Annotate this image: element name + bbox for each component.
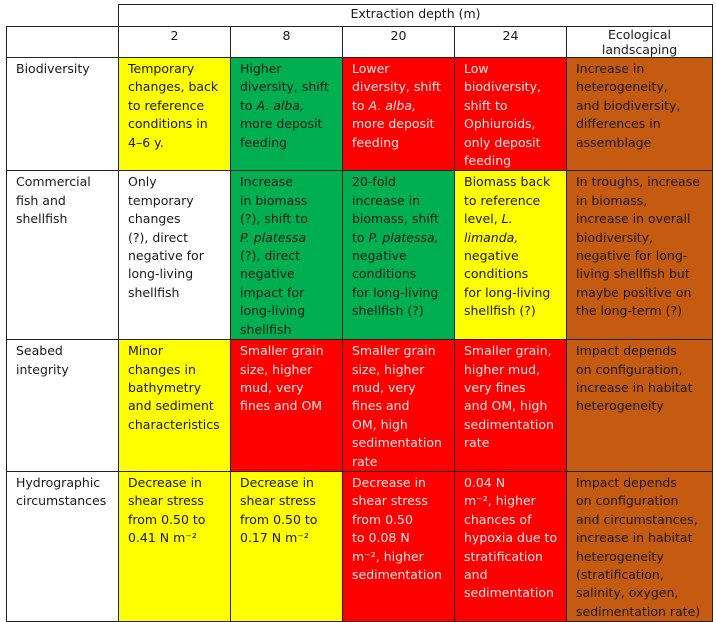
row-label: Seabed integrity	[16, 343, 69, 377]
row-label: Commercial fish and shellfish	[16, 174, 91, 227]
species-name: P. platessa	[240, 229, 307, 245]
impact-text: Smaller grain size, higher mud, very fin…	[240, 343, 324, 414]
impact-text: Biomass back to reference level, L. lima…	[464, 173, 562, 320]
impact-cell: Impact depends on configuration and circ…	[566, 470, 713, 622]
impact-text-part: Increase in biomass (?), shift to	[240, 174, 308, 227]
impact-cell: Decrease in shear stress from 0.50 to 0.…	[230, 470, 343, 622]
header-row-group: Extraction depth (m)	[6, 4, 713, 27]
impact-cell: Biomass back to reference level, L. lima…	[454, 170, 567, 341]
impact-text-part: more deposit feeding	[352, 116, 435, 150]
impact-text: Increase in biomass (?), shift to P. pla…	[240, 173, 338, 338]
impact-cell: 20-fold increase in biomass, shift to P.…	[342, 170, 455, 341]
impact-text-part: 20-fold increase in biomass, shift to	[352, 174, 439, 245]
impact-cell: Temporary changes, back to reference con…	[118, 56, 231, 172]
impact-cell: Smaller grain, higher mud, very fines an…	[454, 339, 567, 472]
species-name: A. alba,	[256, 97, 304, 113]
impact-cell: Smaller grain size, higher mud, very fin…	[342, 339, 455, 472]
row-label-cell: Hydrographic circumstances	[6, 470, 119, 622]
impact-text-part: more deposit feeding	[240, 116, 323, 150]
impact-cell: Lower diversity, shift to A. alba, more …	[342, 56, 455, 172]
impact-text: Smaller grain, higher mud, very fines an…	[464, 343, 554, 451]
impact-text: In troughs, increase in biomass, increas…	[576, 174, 700, 319]
extraction-depth-label: Extraction depth (m)	[350, 6, 481, 21]
impact-cell: In troughs, increase in biomass, increas…	[566, 170, 713, 341]
row-label: Biodiversity	[16, 61, 90, 76]
extraction-depth-header: Extraction depth (m)	[118, 4, 713, 27]
impact-cell: Increase in biomass (?), shift to P. pla…	[230, 170, 343, 341]
impact-text-part: Biomass back to reference level,	[464, 174, 551, 227]
impact-text: Decrease in shear stress from 0.50 to 0.…	[128, 474, 206, 546]
impact-text: Low biodiversity, shift to Ophiuroids, o…	[464, 61, 541, 169]
impact-text: Increase in heterogeneity, and biodivers…	[576, 61, 681, 150]
impact-text-part: (?), direct negative impact for long-liv…	[240, 248, 306, 337]
impact-text: Decrease in shear stress from 0.50 to 0.…	[240, 474, 318, 546]
impact-text: Higher diversity, shift to A. alba, more…	[240, 60, 338, 152]
impact-cell: Impact depends on configuration, increas…	[566, 339, 713, 472]
row-label-cell: Biodiversity	[6, 56, 119, 172]
impact-cell: Decrease in shear stress from 0.50 to 0.…	[342, 470, 455, 622]
impact-text: Impact depends on configuration, increas…	[576, 343, 693, 414]
table-row-hydrographic: Hydrographic circumstances Decrease in sh…	[6, 470, 713, 622]
species-name: A. alba,	[368, 97, 416, 113]
impact-text: Impact depends on configuration and circ…	[576, 474, 701, 619]
impact-cell: Smaller grain size, higher mud, very fin…	[230, 339, 343, 472]
impact-text: Lower diversity, shift to A. alba, more …	[352, 60, 450, 152]
impact-text-part: Lower diversity, shift to	[352, 61, 441, 113]
impact-text-part: negative conditions for long-living shel…	[464, 248, 551, 319]
column-header-label: Ecological landscaping	[601, 27, 678, 57]
column-header-label: 24	[502, 28, 519, 43]
impact-text: Temporary changes, back to reference con…	[128, 61, 219, 150]
impact-text-part: negative conditions for long-living shel…	[352, 248, 439, 319]
impact-text: 0.04 N m⁻², higher chances of hypoxia du…	[464, 474, 558, 601]
corner-cell-2	[6, 26, 119, 58]
column-header-ecological-landscaping: Ecological landscaping	[566, 26, 713, 58]
species-name: P. platessa,	[368, 229, 439, 245]
column-header-label: 2	[170, 28, 179, 43]
table-row-seabed-integrity: Seabed integrity Minor changes in bathyme…	[6, 339, 713, 472]
impact-text: Smaller grain size, higher mud, very fin…	[352, 343, 442, 469]
impact-cell: Minor changes in bathymetry and sediment…	[118, 339, 231, 472]
impact-cell: Only temporary changes (?), direct negat…	[118, 170, 231, 341]
impact-cell: 0.04 N m⁻², higher chances of hypoxia du…	[454, 470, 567, 622]
species-name: L. limanda,	[464, 211, 519, 245]
impact-cell: Increase in heterogeneity, and biodivers…	[566, 56, 713, 172]
impact-text: Minor changes in bathymetry and sediment…	[128, 343, 220, 432]
column-header-2: 2	[118, 26, 231, 58]
header-row-depths: 2 8 20 24 Ecological landscaping	[6, 26, 713, 58]
row-label: Hydrographic circumstances	[16, 474, 107, 509]
impact-text: Only temporary changes (?), direct negat…	[128, 174, 204, 300]
impact-text: 20-fold increase in biomass, shift to P.…	[352, 173, 450, 320]
column-header-24: 24	[454, 26, 567, 58]
impact-cell: Higher diversity, shift to A. alba, more…	[230, 56, 343, 172]
column-header-label: 8	[282, 28, 291, 43]
row-label-cell: Commercial fish and shellfish	[6, 170, 119, 341]
impact-cell: Low biodiversity, shift to Ophiuroids, o…	[454, 56, 567, 172]
impact-cell: Decrease in shear stress from 0.50 to 0.…	[118, 470, 231, 622]
corner-cell	[6, 4, 119, 27]
impact-text-part: Higher diversity, shift to	[240, 61, 329, 113]
impact-text: Decrease in shear stress from 0.50 to 0.…	[352, 474, 442, 582]
column-header-label: 20	[390, 28, 407, 43]
column-header-20: 20	[342, 26, 455, 58]
column-header-8: 8	[230, 26, 343, 58]
table-row-commercial-fish: Commercial fish and shellfish Only tempor…	[6, 170, 713, 341]
impact-table: Extraction depth (m) 2 8 20 24 Ecologica…	[6, 4, 713, 622]
table-row-biodiversity: Biodiversity Temporary changes, back to r…	[6, 56, 713, 172]
row-label-cell: Seabed integrity	[6, 339, 119, 472]
